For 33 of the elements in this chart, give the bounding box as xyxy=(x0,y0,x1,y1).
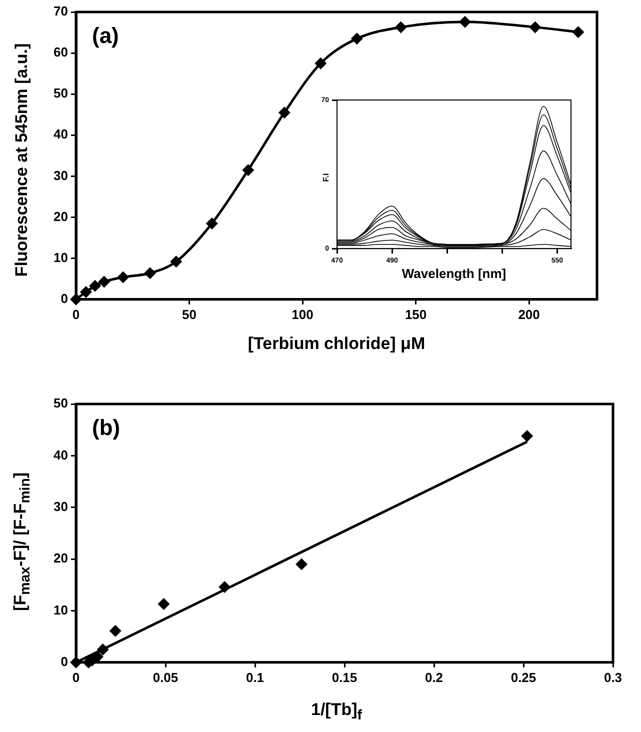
x-tick-label: 0.2 xyxy=(424,670,444,685)
y-tick-label: 70 xyxy=(54,4,68,19)
y-tick-label: 0 xyxy=(60,290,68,306)
x-tick-label: 0.3 xyxy=(604,670,622,685)
y-tick-label: 40 xyxy=(54,447,68,462)
y-tick-label: 30 xyxy=(54,168,68,183)
annotation: (b) xyxy=(92,415,120,440)
x-tick-label: 0.1 xyxy=(246,670,264,685)
x-tick-label: 150 xyxy=(404,306,427,322)
y-tick-label: 40 xyxy=(54,126,68,142)
y-axis-title: F.I xyxy=(322,173,330,182)
y-tick-label: 50 xyxy=(54,86,68,101)
y-tick-label: 20 xyxy=(54,208,68,224)
y-tick-label: 50 xyxy=(54,396,68,411)
y-tick-label: 0 xyxy=(60,654,68,669)
x-axis-title: Wavelength [nm] xyxy=(400,266,508,281)
x-tick-label: 0 xyxy=(72,306,80,322)
x-tick-label: 0 xyxy=(72,670,80,685)
y-tick-label: 20 xyxy=(54,550,68,566)
x-axis-title: 1/[Tb]$_{f}$ xyxy=(310,700,363,724)
x-tick-label: 0.15 xyxy=(332,670,358,685)
y-tick-label: 60 xyxy=(54,44,68,60)
annotation: (a) xyxy=(92,23,119,48)
y-axis-title: Fluorescence at 545nm [a.u.] xyxy=(12,42,32,278)
y-tick-label: 10 xyxy=(54,602,68,618)
x-tick-label: 0.25 xyxy=(510,670,536,685)
x-axis-title: [Terbium chloride] μM xyxy=(246,334,426,354)
x-tick-label: 50 xyxy=(182,306,196,322)
x-tick-label: 0.05 xyxy=(152,670,178,685)
y-tick-label: 30 xyxy=(54,498,68,514)
y-tick-label: 10 xyxy=(54,250,68,265)
x-tick-label: 100 xyxy=(292,306,314,322)
x-tick-label: 200 xyxy=(518,306,540,322)
